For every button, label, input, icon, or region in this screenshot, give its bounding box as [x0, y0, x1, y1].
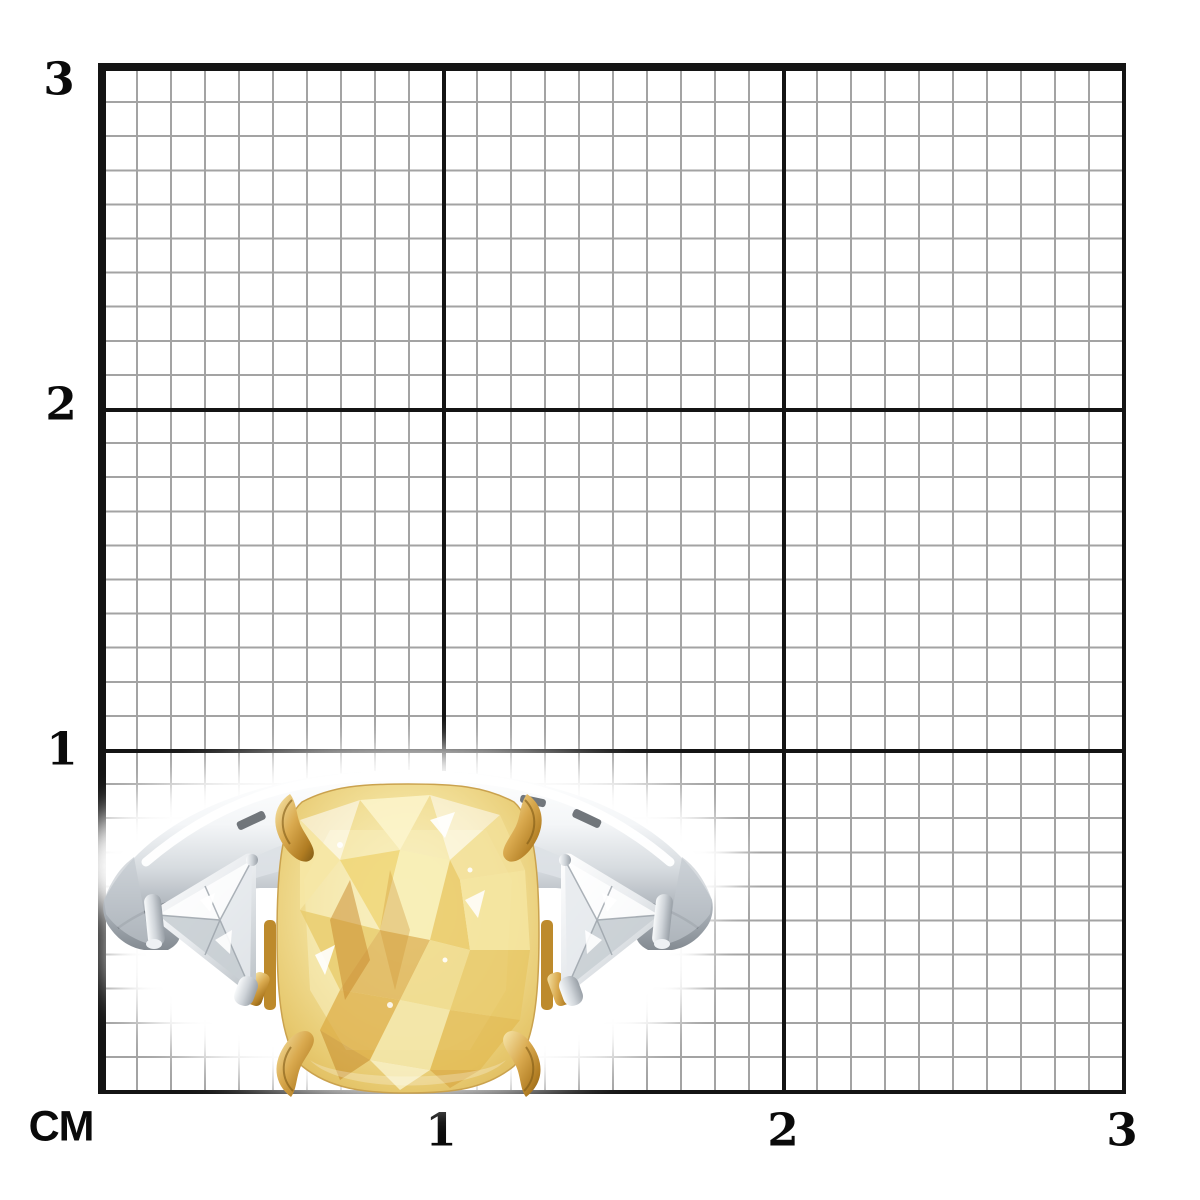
- trillion-prongs: [144, 854, 673, 1006]
- bottom-axis-label-3: 3: [1106, 1103, 1138, 1157]
- bottom-axis-label-2: 2: [767, 1103, 799, 1157]
- bottom-axis-label-1: 1: [425, 1103, 457, 1157]
- gold-claw-prongs: [275, 794, 542, 1097]
- unit-label-cm: CM: [28, 1102, 95, 1151]
- left-axis-label-1: 1: [46, 722, 78, 776]
- left-trillion-diamond: [152, 853, 256, 993]
- center-yellow-diamond: [276, 783, 540, 1094]
- left-axis-label-3: 3: [43, 52, 75, 106]
- center-diamond-facets: [300, 795, 530, 1090]
- ring-photo: [76, 748, 740, 1100]
- left-axis-label-2: 2: [45, 377, 77, 431]
- right-trillion-diamond: [561, 853, 665, 993]
